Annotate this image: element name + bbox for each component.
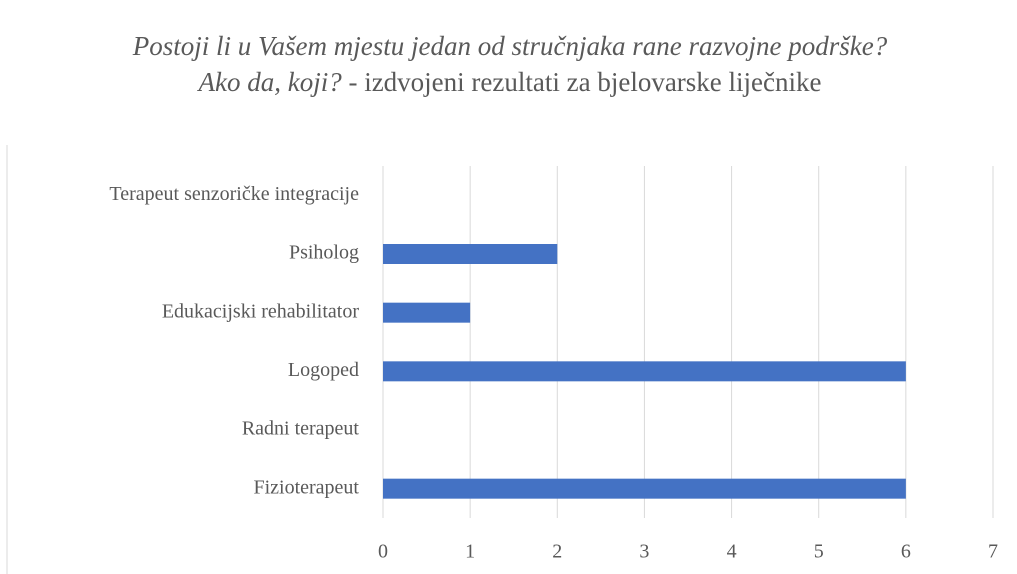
- x-tick-label: 6: [901, 541, 911, 563]
- x-tick-label: 5: [814, 541, 824, 563]
- y-tick-label: Psiholog: [289, 242, 359, 264]
- y-tick-label: Logoped: [288, 359, 359, 381]
- x-tick-label: 3: [639, 541, 649, 563]
- y-tick-label: Fizioterapeut: [253, 476, 359, 498]
- title-italic: Postoji li u Vašem mjestu jedan od struč…: [132, 31, 888, 97]
- y-tick-label: Radni terapeut: [242, 418, 360, 440]
- bar: [383, 302, 471, 323]
- x-tick-label: 0: [378, 541, 388, 563]
- chart-title: Postoji li u Vašem mjestu jedan od struč…: [110, 28, 910, 100]
- x-tick-label: 1: [465, 541, 475, 563]
- bar: [383, 478, 906, 499]
- x-tick-label: 4: [727, 541, 737, 563]
- x-tick-label: 7: [988, 541, 998, 563]
- title-regular: - izdvojeni rezultati za bjelovarske lij…: [348, 67, 822, 97]
- y-tick-label: Terapeut senzoričke integracije: [109, 183, 359, 205]
- y-tick-label: Edukacijski rehabilitator: [162, 300, 359, 322]
- bar: [383, 361, 906, 382]
- bar: [383, 244, 558, 264]
- x-tick-label: 2: [552, 541, 562, 563]
